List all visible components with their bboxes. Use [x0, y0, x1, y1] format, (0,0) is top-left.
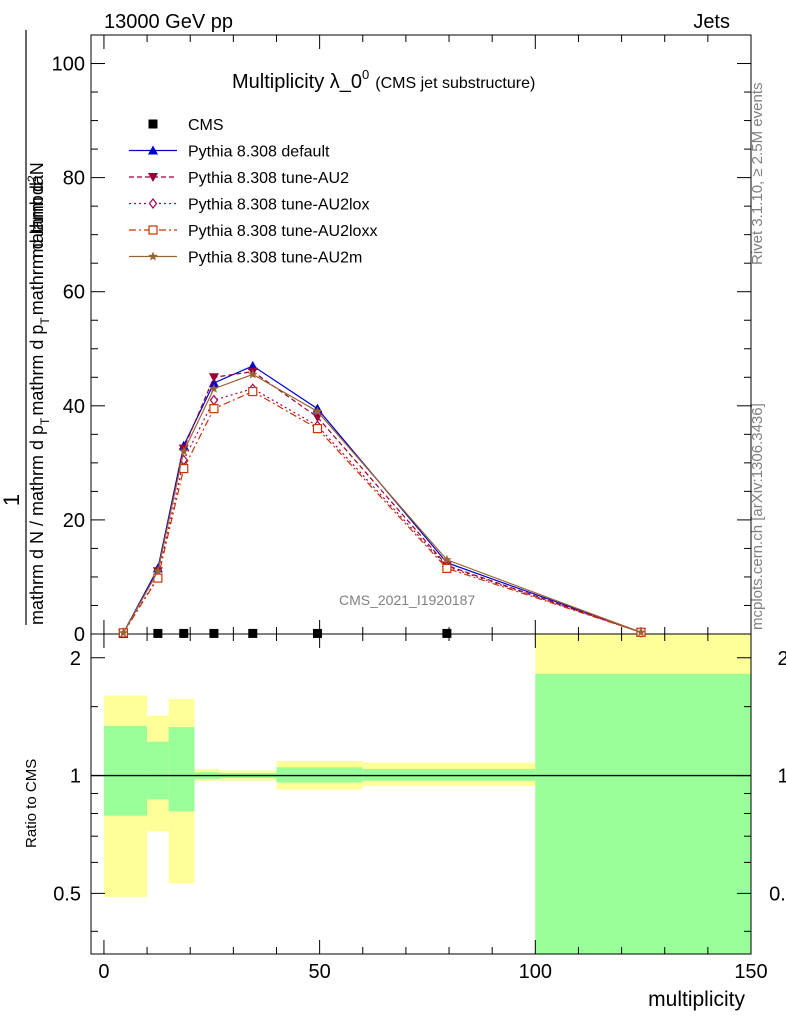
legend: CMS Pythia 8.308 default Pythia 8.308 tune…	[129, 117, 377, 267]
data-point	[179, 446, 189, 456]
data-point	[208, 373, 219, 383]
ratio-ytick-label: 0.5	[53, 883, 81, 905]
legend-marker-2	[148, 173, 158, 182]
y-label-den-b: mathrm d p	[27, 325, 47, 416]
series-line-4	[122, 390, 642, 634]
series-0	[118, 628, 452, 638]
ratio-band-green-6	[362, 768, 536, 781]
ratio-band-green-2	[168, 727, 195, 812]
y-label-rhs-a: mathrm d	[27, 182, 47, 258]
ratio-ytick-label: 1	[70, 766, 81, 788]
data-point	[248, 386, 258, 397]
legend-label-1: Pythia 8.308 default	[188, 144, 330, 161]
plot-title-sup: 0	[362, 67, 369, 82]
mcplots-label: mcplots.cern.ch [arXiv:1306.3436]	[749, 403, 766, 630]
ratio-ytick-label-right: 1	[777, 766, 786, 788]
ratio-ytick-label-right: 2	[777, 648, 786, 670]
main-ytick-label: 0	[74, 624, 85, 646]
ratio-band-green-1	[147, 741, 169, 800]
y-label-sub-t1: T	[38, 417, 52, 425]
data-point	[179, 628, 189, 638]
ratio-bands	[91, 634, 751, 954]
header-jets: Jets	[693, 11, 730, 33]
y-label-rhs-sup: 2	[25, 175, 39, 182]
ratio-xtick-label: 0	[98, 961, 109, 983]
ratio-y-label: Ratio to CMS	[23, 759, 40, 848]
ratio-plot-frame	[90, 633, 752, 955]
data-point	[312, 424, 323, 434]
ratio-band-green-0	[103, 725, 148, 816]
data-point	[312, 413, 323, 423]
ratio-band-green-5	[276, 767, 363, 783]
legend-marker-4	[148, 225, 158, 235]
plot-title-note: (CMS jet substructure)	[375, 75, 535, 92]
legend-label-3: Pythia 8.308 tune-AU2lox	[188, 197, 369, 214]
data-point	[209, 404, 219, 414]
data-point	[209, 394, 219, 406]
y-label-sub-t2: T	[38, 317, 52, 325]
ratio-axis-ticks: 0.5 0.5 1 1 2 2 0 50 100 150	[53, 634, 786, 983]
main-ytick-label: 40	[63, 396, 85, 418]
data-point	[442, 554, 452, 564]
y-axis-label: 1 mathrm d2N mathrm d N / mathrm d pTmat…	[0, 30, 52, 625]
main-ytick-label: 80	[63, 168, 85, 190]
data-point	[209, 383, 219, 393]
main-axis-ticks: 0 20 40 60 80 100	[52, 35, 752, 646]
legend-label-4: Pythia 8.308 tune-AU2loxx	[188, 223, 377, 240]
data-point	[208, 377, 219, 387]
main-ytick-label: 20	[63, 510, 85, 532]
legend-label-5: Pythia 8.308 tune-AU2m	[188, 250, 362, 267]
series-line-5	[122, 373, 642, 634]
data-point	[636, 627, 646, 637]
y-label-den-c: mathrm d lambda	[27, 174, 47, 315]
data-point	[312, 628, 322, 638]
plot-title-main: Multiplicity λ_0	[232, 71, 362, 93]
data-point	[153, 628, 163, 638]
ratio-ytick-label-right: 0.5	[769, 883, 786, 905]
data-point	[312, 406, 323, 416]
legend-marker-1	[148, 145, 158, 155]
rivet-version-label: Rivet 3.1.10, ≥ 2.5M events	[749, 83, 766, 266]
plot-title: Multiplicity λ_00 (CMS jet substructure)	[232, 67, 535, 93]
data-point	[442, 563, 452, 573]
ratio-xtick-label: 100	[519, 961, 552, 983]
legend-label-0: CMS	[188, 117, 224, 134]
x-axis-label: multiplicity	[648, 988, 745, 1011]
data-point	[248, 369, 258, 379]
data-point	[118, 627, 129, 637]
legend-label-2: Pythia 8.308 tune-AU2	[188, 170, 349, 187]
y-label-denominator-expr: mathrm d N / mathrm d pTmathrm d pTmathr…	[27, 174, 52, 625]
ratio-band-green-7	[535, 673, 751, 954]
y-label-numerator-expr: mathrm d2N	[25, 162, 47, 258]
main-ytick-label: 60	[63, 282, 85, 304]
data-point	[442, 628, 452, 638]
legend-marker-3	[148, 198, 158, 209]
series-layer	[118, 360, 646, 639]
data-point	[209, 628, 219, 638]
analysis-watermark: CMS_2021_I1920187	[339, 592, 475, 608]
ratio-xtick-label: 150	[734, 961, 767, 983]
y-label-den-a: mathrm d N / mathrm d p	[27, 425, 47, 625]
ratio-xtick-label: 50	[309, 961, 331, 983]
data-point	[248, 628, 258, 638]
header-energy: 13000 GeV pp	[104, 11, 233, 33]
data-point	[153, 566, 163, 576]
y-label-numerator: 1	[0, 494, 24, 506]
legend-marker-5	[148, 251, 158, 261]
series-5	[118, 369, 646, 637]
legend-marker-0	[148, 119, 158, 129]
ratio-ytick-label: 2	[70, 648, 81, 670]
y-label-rhs-b: N	[27, 162, 47, 175]
main-ytick-label: 100	[52, 54, 85, 76]
series-line-1	[122, 365, 642, 634]
